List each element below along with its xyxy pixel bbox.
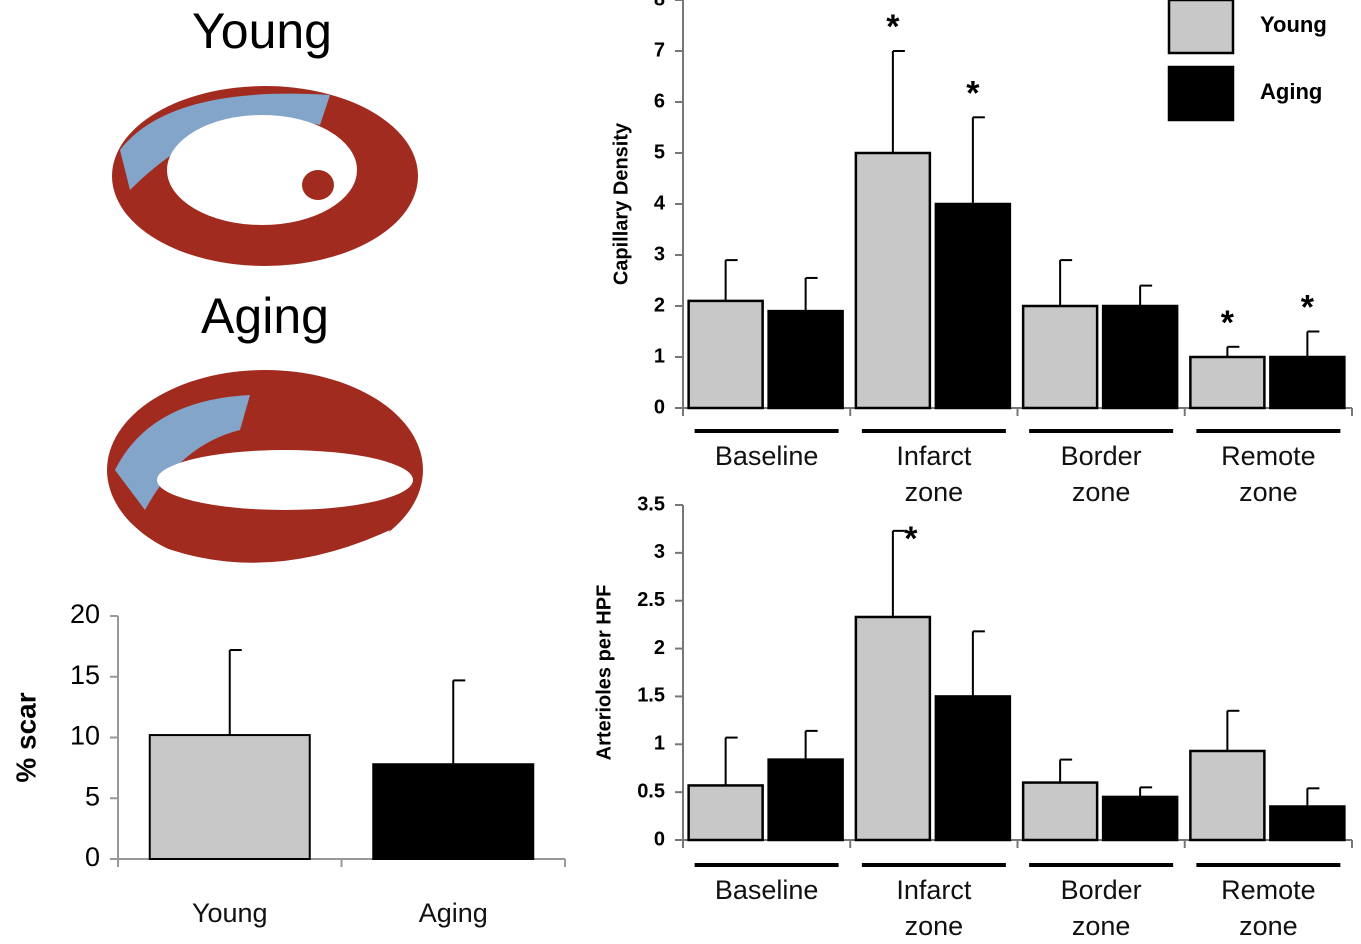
y-tick-label: 4 <box>654 192 666 214</box>
y-tick-label: 1.5 <box>637 685 665 707</box>
bar <box>1270 357 1344 408</box>
x-tick-label: Young <box>192 895 268 931</box>
y-tick-label: 7 <box>654 39 665 61</box>
page: Young Aging 05101520% scar012345678Capil… <box>0 0 1361 941</box>
bar <box>1103 797 1177 840</box>
x-tick-label: Remote zone <box>1221 438 1316 510</box>
significance-marker: * <box>886 8 900 46</box>
y-tick-label: 3.5 <box>637 493 665 515</box>
y-tick-label: 10 <box>70 721 100 751</box>
bar <box>769 311 843 408</box>
significance-marker: * <box>966 74 980 112</box>
image-label: Aging <box>201 288 329 344</box>
significance-marker: * <box>904 520 918 558</box>
bar <box>936 696 1010 840</box>
y-tick-label: 0 <box>654 396 665 418</box>
y-axis-label: Arterioles per HPF <box>593 585 615 761</box>
significance-marker: * <box>1301 288 1315 326</box>
bar <box>1103 306 1177 408</box>
y-tick-label: 2 <box>654 637 665 659</box>
x-tick-label: Remote zone <box>1221 872 1316 944</box>
x-tick-label: Border zone <box>1061 872 1142 944</box>
y-tick-label: 1 <box>654 345 665 367</box>
legend-label: Aging <box>1260 79 1322 104</box>
y-tick-label: 2.5 <box>637 589 665 611</box>
bar <box>689 301 763 408</box>
y-tick-label: 5 <box>654 141 665 163</box>
y-axis-label: Capillary Density <box>610 122 632 285</box>
y-tick-label: 0.5 <box>637 780 665 802</box>
y-tick-label: 2 <box>654 294 665 316</box>
bar <box>1023 306 1097 408</box>
y-tick-label: 0 <box>654 828 665 850</box>
bar <box>1190 357 1264 408</box>
bar <box>150 735 310 859</box>
x-tick-label: Aging <box>419 895 488 931</box>
legend-swatch <box>1169 0 1233 53</box>
bar <box>856 153 930 408</box>
y-tick-label: 5 <box>85 781 100 811</box>
x-tick-label: Infarct zone <box>896 438 971 510</box>
figure: Young Aging 05101520% scar012345678Capil… <box>0 0 1361 941</box>
bar <box>1190 751 1264 840</box>
x-tick-label: Baseline <box>715 438 819 474</box>
bar <box>373 764 533 859</box>
legend-swatch <box>1169 67 1233 120</box>
legend-label: Young <box>1260 12 1327 37</box>
y-tick-label: 3 <box>654 243 665 265</box>
x-tick-label: Infarct zone <box>896 872 971 944</box>
bar <box>856 617 930 840</box>
significance-marker: * <box>1221 304 1235 342</box>
y-tick-label: 6 <box>654 90 665 112</box>
y-tick-label: 1 <box>654 733 665 755</box>
x-tick-label: Border zone <box>1061 438 1142 510</box>
y-tick-label: 0 <box>85 842 100 872</box>
y-axis-label: % scar <box>10 692 41 782</box>
y-tick-label: 15 <box>70 660 100 690</box>
x-tick-label: Baseline <box>715 872 819 908</box>
bar <box>769 760 843 840</box>
y-tick-label: 8 <box>654 0 665 10</box>
bar <box>936 204 1010 408</box>
y-tick-label: 20 <box>70 599 100 629</box>
y-tick-label: 3 <box>654 541 665 563</box>
heart-aging <box>107 370 423 575</box>
bar <box>1023 783 1097 840</box>
bar <box>1270 807 1344 841</box>
bar <box>689 785 763 840</box>
heart-young <box>112 86 418 266</box>
image-label: Young <box>192 3 332 59</box>
